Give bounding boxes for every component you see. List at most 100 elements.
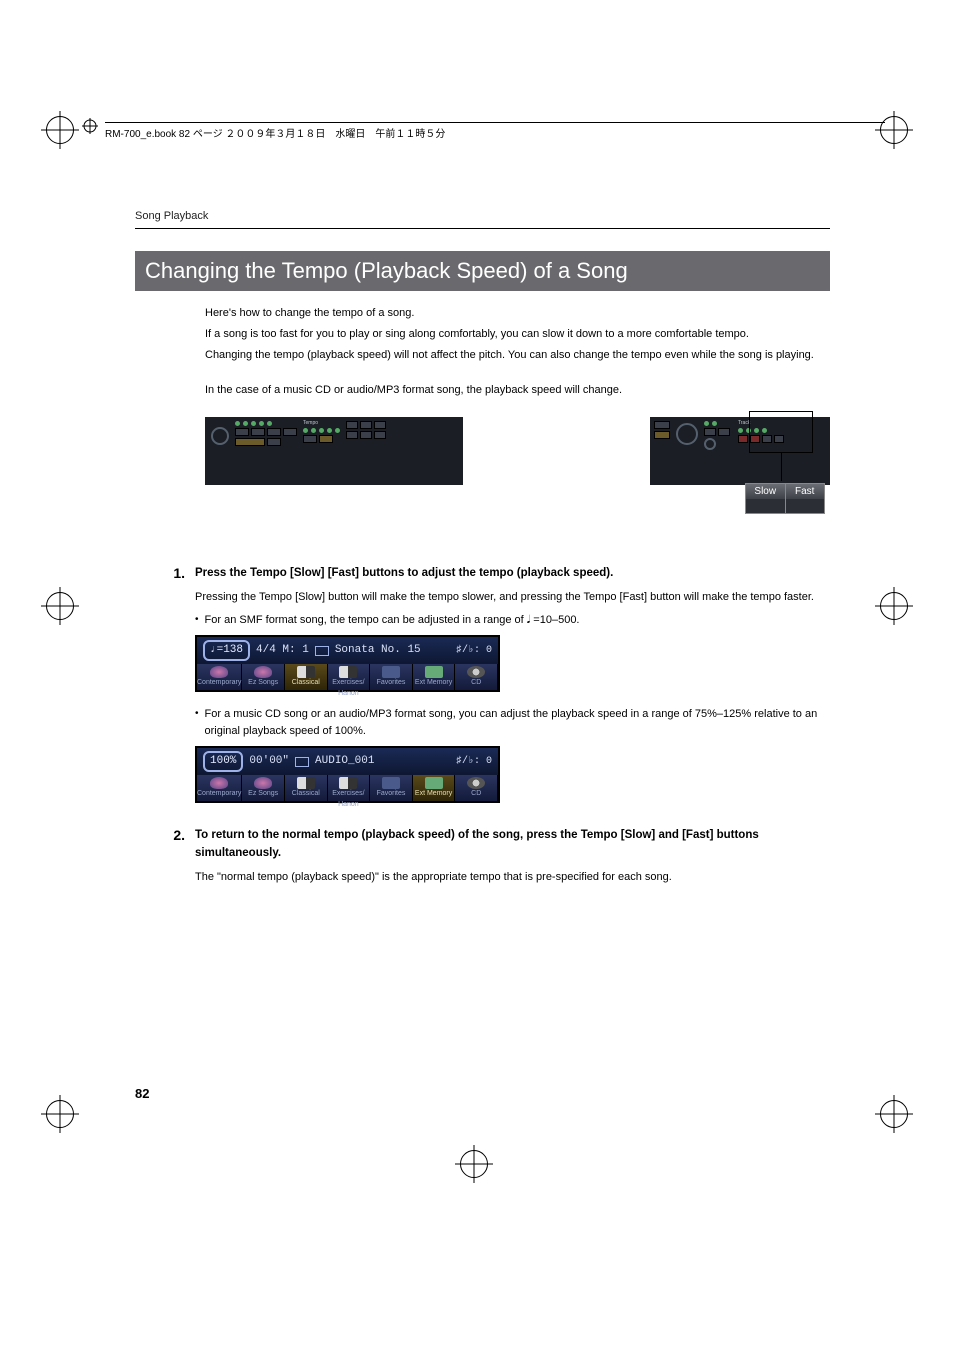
led-icon <box>303 428 308 433</box>
tab-label: Contemporary <box>197 679 241 686</box>
lcd-tabs: Contemporary Ez Songs Classical Exercise… <box>197 664 498 690</box>
led-icon <box>335 428 340 433</box>
lcd-tab[interactable]: Classical <box>285 664 328 690</box>
lcd-tab[interactable]: Ext Memory <box>413 775 456 801</box>
tab-icon <box>254 777 272 789</box>
led-icon <box>251 421 256 426</box>
intro-p4: In the case of a music CD or audio/MP3 f… <box>205 382 830 399</box>
lcd-tab[interactable]: CD <box>455 664 498 690</box>
step-2: 2. To return to the normal tempo (playba… <box>135 827 830 892</box>
led-icon <box>712 421 717 426</box>
lcd-tab[interactable]: Ext Memory <box>413 664 456 690</box>
intro-p3: Changing the tempo (playback speed) will… <box>205 347 830 364</box>
registration-mark-icon <box>46 116 74 144</box>
lcd-tab[interactable]: Contemporary <box>197 664 242 690</box>
lcd-tab[interactable]: Ez Songs <box>242 664 285 690</box>
button-pad <box>746 499 786 513</box>
panel-button-icon <box>267 438 281 446</box>
bullet-icon: • <box>195 612 199 628</box>
lcd-meta: 4/4 M: 1 <box>256 642 309 659</box>
led-icon <box>327 428 332 433</box>
panel-button-icon <box>718 428 730 436</box>
slow-fast-callout: Slow Fast <box>745 483 825 514</box>
tab-label: Contemporary <box>197 790 241 797</box>
lcd-key: ♯/♭: 0 <box>456 643 492 659</box>
page-number: 82 <box>135 1086 149 1101</box>
step-number: 2. <box>135 827 195 892</box>
panel-button-icon <box>319 435 333 443</box>
led-icon <box>267 421 272 426</box>
panel-button-icon <box>267 428 281 436</box>
panel-button-icon <box>235 438 265 446</box>
lcd-tab[interactable]: Exercises/ Hanon <box>328 775 371 801</box>
intro-p2: If a song is too fast for you to play or… <box>205 326 830 343</box>
step2-p1: The "normal tempo (playback speed)" is t… <box>195 869 830 886</box>
panel-button-icon <box>346 431 358 439</box>
dial-icon <box>211 427 229 445</box>
tab-label: Favorites <box>377 790 406 797</box>
registration-mark-icon <box>46 1100 74 1128</box>
callout-box <box>749 411 813 453</box>
tab-icon <box>425 777 443 789</box>
tab-icon <box>210 666 228 678</box>
tempo-badge: ♩=138 <box>203 640 250 661</box>
lcd-key: ♯/♭: 0 <box>456 754 492 770</box>
tab-icon <box>467 666 485 678</box>
panel-button-icon <box>360 421 372 429</box>
led-icon <box>319 428 324 433</box>
lcd-tab[interactable]: Contemporary <box>197 775 242 801</box>
tempo-fast-button[interactable]: Fast <box>786 484 825 499</box>
step-1: 1. Press the Tempo [Slow] [Fast] buttons… <box>135 565 830 817</box>
tab-icon <box>339 777 357 789</box>
led-icon <box>311 428 316 433</box>
panel-button-icon <box>303 435 317 443</box>
lcd-tab[interactable]: Favorites <box>370 664 413 690</box>
panel-button-icon <box>704 428 716 436</box>
led-icon <box>243 421 248 426</box>
panel-label: Tempo <box>303 421 340 426</box>
tempo-slow-button[interactable]: Slow <box>746 484 786 499</box>
step1-lead: Press the Tempo [Slow] [Fast] buttons to… <box>195 565 830 583</box>
step2-lead: To return to the normal tempo (playback … <box>195 827 830 863</box>
panel-button-icon <box>283 428 297 436</box>
panel-button-icon <box>738 435 748 443</box>
lcd-tab[interactable]: Favorites <box>370 775 413 801</box>
tab-icon <box>382 777 400 789</box>
dial-icon <box>676 423 698 445</box>
lcd-tab[interactable]: Ez Songs <box>242 775 285 801</box>
panel-button-icon <box>374 421 386 429</box>
tab-label: Classical <box>292 679 320 686</box>
tab-label: Ez Songs <box>248 679 278 686</box>
lcd-song-title: AUDIO_001 <box>315 753 450 770</box>
rule <box>135 228 830 229</box>
running-head: Song Playback <box>135 210 830 222</box>
panel-button-icon <box>251 428 265 436</box>
tab-label: CD <box>471 679 481 686</box>
bullet-icon: • <box>195 706 199 722</box>
tab-label: Ext Memory <box>415 679 452 686</box>
registration-mark-icon <box>880 592 908 620</box>
tab-icon <box>297 666 315 678</box>
panel-button-icon <box>346 421 358 429</box>
intro-p1: Here's how to change the tempo of a song… <box>205 305 830 322</box>
callout-line <box>781 453 782 481</box>
song-icon <box>295 757 309 767</box>
led-icon <box>738 428 743 433</box>
panel-button-icon <box>654 421 670 429</box>
lcd-meta: 00'00" <box>249 753 289 770</box>
tab-label: Exercises/ Hanon <box>332 679 364 697</box>
section-title: Changing the Tempo (Playback Speed) of a… <box>135 251 830 291</box>
step1-bullet2: For a music CD song or an audio/MP3 form… <box>205 706 830 740</box>
panel-left: Tempo <box>205 417 463 485</box>
lcd-tab[interactable]: Classical <box>285 775 328 801</box>
lcd-tab[interactable]: Exercises/ Hanon <box>328 664 371 690</box>
lcd-tab[interactable]: CD <box>455 775 498 801</box>
tab-icon <box>254 666 272 678</box>
led-icon <box>235 421 240 426</box>
tab-label: Exercises/ Hanon <box>332 790 364 808</box>
tab-label: Favorites <box>377 679 406 686</box>
dial-icon <box>704 438 716 450</box>
header-marker-icon <box>82 118 98 134</box>
tab-icon <box>297 777 315 789</box>
tab-icon <box>210 777 228 789</box>
